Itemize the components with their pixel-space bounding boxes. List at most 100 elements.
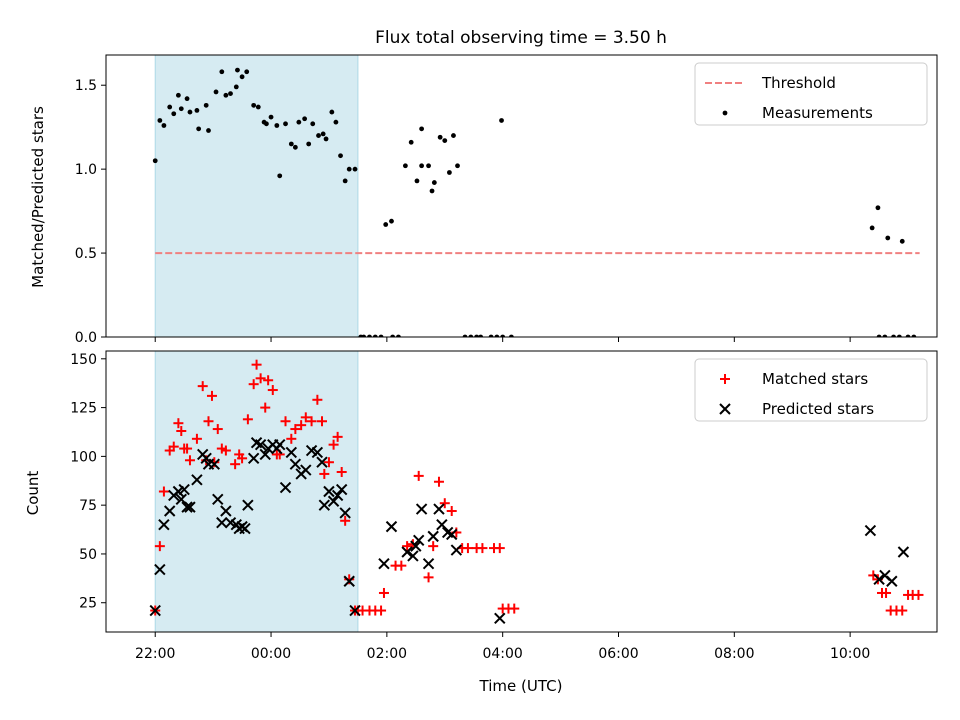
matched-star-point: [280, 416, 291, 427]
matched-star-point: [168, 441, 179, 452]
measurement-point: [323, 136, 329, 142]
measurement-point: [891, 334, 896, 337]
measurement-point: [306, 141, 312, 147]
matched-star-point: [182, 443, 193, 454]
measurement-point: [206, 128, 211, 133]
measurement-point: [175, 92, 181, 98]
matched-star-point: [336, 466, 347, 477]
measurement-point: [905, 334, 911, 337]
measurement-point: [288, 141, 294, 147]
measurement-point: [239, 74, 245, 80]
matched-star-point: [158, 486, 169, 497]
measurement-point: [378, 334, 384, 337]
x-axis-label: Time (UTC): [479, 677, 563, 695]
matched-star-point: [509, 603, 520, 614]
matched-star-point: [306, 416, 317, 427]
plot-area: [149, 359, 924, 625]
measurement-point: [244, 69, 250, 75]
predicted-star-point: [378, 557, 390, 570]
matched-star-point: [242, 414, 253, 425]
measurement-point: [184, 96, 190, 102]
predicted-star-point: [259, 448, 271, 461]
measurement-point: [396, 334, 401, 337]
predicted-star-point: [873, 573, 885, 586]
measurement-point: [390, 334, 396, 337]
matched-star-point: [439, 498, 450, 509]
measurement-point: [508, 334, 514, 337]
measurement-point: [451, 133, 456, 138]
matched-star-point: [428, 541, 439, 552]
x-tick-label: 10:00: [830, 646, 870, 662]
x-tick-label: 06:00: [598, 646, 638, 662]
matched-star-point: [881, 587, 892, 598]
predicted-star-point: [149, 604, 161, 617]
x-tick-label: 22:00: [135, 646, 175, 662]
matched-star-point: [267, 385, 278, 396]
x-tick-label: 08:00: [714, 646, 754, 662]
measurement-point: [474, 334, 480, 337]
y-tick-label: 0.5: [75, 246, 97, 262]
matched-star-point: [319, 468, 330, 479]
measurement-point: [468, 334, 474, 337]
predicted-star-point: [343, 575, 355, 587]
measurement-point: [419, 126, 425, 132]
matched-star-point: [255, 373, 266, 384]
shaded-region: [154, 350, 359, 633]
measurement-point: [426, 163, 431, 169]
matched-star-point: [913, 589, 924, 600]
predicted-star-point: [216, 517, 228, 529]
predicted-star-point: [318, 499, 331, 511]
measurement-point: [346, 166, 352, 172]
measurement-point: [194, 107, 200, 113]
predicted-star-point: [274, 438, 286, 451]
measurement-point: [414, 178, 420, 184]
matched-star-point: [203, 416, 214, 427]
measurement-point: [408, 139, 414, 145]
measurement-point: [233, 84, 239, 90]
measurement-point: [869, 225, 875, 231]
measurement-point: [316, 133, 321, 138]
matched-star-point: [184, 455, 195, 466]
x-tick-label: 02:00: [367, 646, 407, 662]
measurement-point: [911, 334, 917, 337]
y-tick-label: 1.0: [75, 162, 97, 178]
legend-label: Measurements: [762, 104, 873, 122]
matched-star-point: [477, 543, 488, 554]
predicted-star-point: [184, 501, 196, 513]
matched-star-point: [176, 426, 187, 437]
predicted-star-point: [446, 528, 458, 541]
predicted-star-point: [254, 438, 267, 451]
predicted-star-point: [316, 456, 328, 468]
matched-star-point: [248, 379, 259, 390]
measurement-point: [219, 69, 225, 75]
axes-frame: [105, 54, 938, 338]
measurement-point: [429, 188, 435, 194]
measurement-point: [157, 118, 163, 123]
measurement-point: [372, 334, 378, 337]
matched-star-point: [237, 453, 248, 464]
measurement-point: [882, 334, 888, 337]
y-tick-label: 50: [79, 547, 97, 563]
predicted-star-point: [433, 503, 445, 515]
matched-star-point: [317, 416, 328, 427]
measurement-point: [885, 235, 891, 241]
predicted-star-point: [289, 458, 302, 470]
measurement-point: [437, 134, 443, 140]
predicted-star-point: [279, 481, 292, 494]
matched-star-point: [413, 470, 424, 481]
measurement-point: [320, 131, 326, 137]
measurement-point: [383, 222, 389, 227]
y-tick-label: 150: [70, 352, 97, 368]
x-tick-label: 04:00: [482, 646, 522, 662]
top-y-axis-label: Matched/Predicted stars: [29, 106, 47, 288]
matched-star-point: [402, 541, 413, 552]
measurement-point: [455, 163, 460, 169]
measurement-point: [342, 178, 348, 184]
legend-predicted-swatch: [719, 403, 731, 415]
predicted-star-point: [200, 452, 212, 465]
bottom-panel-counts: 25 50 75 100 125 150 22:00 00:00 02:00 04:00 06:00…: [70, 350, 938, 662]
measurement-point: [213, 89, 219, 95]
predicted-star-point: [163, 505, 176, 517]
matched-star-point: [897, 605, 908, 616]
predicted-star-point: [401, 546, 413, 558]
